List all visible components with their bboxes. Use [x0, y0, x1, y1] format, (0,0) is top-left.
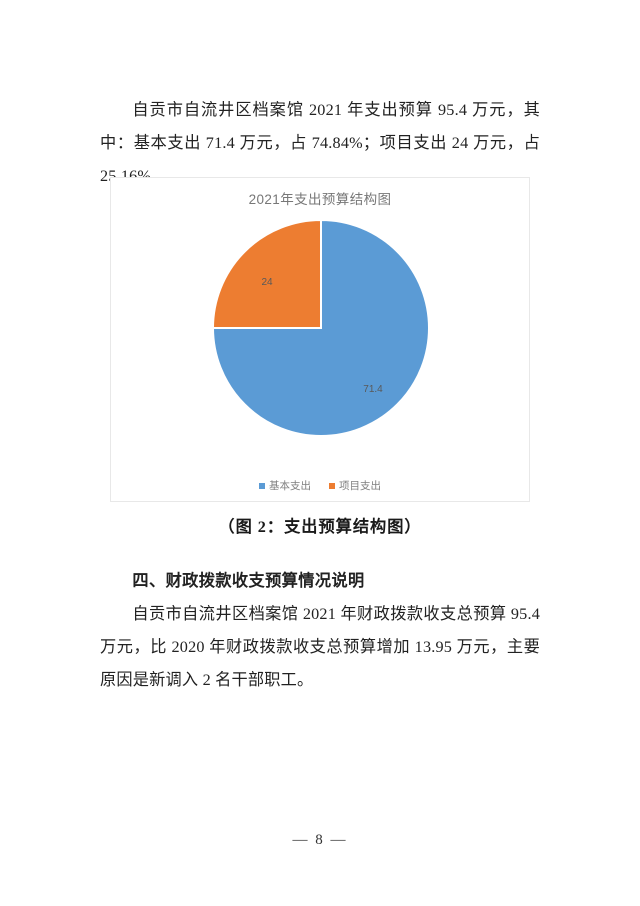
pie-label-project-expenditure: 24: [261, 277, 273, 288]
pie-svg: 71.4 24: [211, 218, 430, 437]
legend-swatch-icon-project: [329, 482, 335, 489]
legend-swatch-icon-basic: [259, 482, 265, 489]
expenditure-pie-chart: 2021年支出预算结构图 71.4 24 基本支出 项目支出: [110, 177, 530, 502]
legend-label-basic-expenditure: 基本支出: [269, 480, 311, 492]
chart-legend: 基本支出 项目支出: [111, 478, 529, 493]
figure-caption: （图 2：支出预算结构图）: [218, 518, 422, 536]
pie-slice-project-expenditure: [211, 218, 322, 329]
pie-plot-area: 71.4 24: [111, 208, 531, 458]
legend-label-project-expenditure: 项目支出: [339, 480, 381, 492]
pie-label-basic-expenditure: 71.4: [363, 384, 383, 395]
page-footer: — 8 —: [292, 832, 348, 848]
pie-slice-basic-expenditure: [211, 218, 430, 437]
fiscal-paragraph: 自贡市自流井区档案馆 2021 年财政拨款收支总预算 95.4 万元，比 202…: [100, 605, 540, 690]
legend-item-basic-expenditure[interactable]: 基本支出: [259, 478, 311, 493]
chart-title: 2021年支出预算结构图: [248, 192, 392, 207]
section-heading: 四、财政拨款收支预算情况说明: [132, 572, 365, 591]
legend-item-project-expenditure[interactable]: 项目支出: [329, 478, 381, 493]
